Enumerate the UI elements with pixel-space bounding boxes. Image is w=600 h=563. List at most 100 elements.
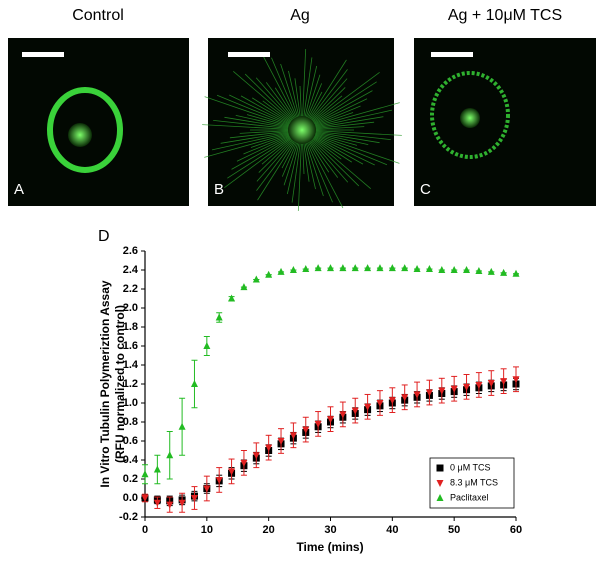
scale-bar	[228, 52, 270, 57]
y-axis-title: (RFU normalized to control)	[113, 305, 127, 463]
marker	[277, 438, 285, 445]
marker	[450, 385, 458, 393]
marker	[388, 264, 396, 272]
filament	[301, 102, 400, 131]
panel-letter: D	[98, 228, 110, 245]
legend-label: 8.3 μM TCS	[450, 477, 498, 487]
filament	[204, 129, 303, 158]
filament	[260, 51, 303, 131]
y-tick-label: 0.0	[123, 492, 138, 504]
marker	[314, 420, 322, 428]
marker	[302, 265, 310, 273]
scale-bar	[22, 52, 64, 57]
marker	[351, 264, 359, 272]
cell	[47, 87, 123, 173]
x-tick-label: 60	[510, 524, 522, 536]
marker	[153, 465, 161, 473]
marker	[215, 313, 223, 321]
filament	[204, 96, 303, 131]
marker	[190, 380, 198, 387]
marker	[413, 391, 421, 399]
legend-label: 0 μM TCS	[450, 462, 491, 472]
filament	[233, 70, 303, 131]
marker	[401, 264, 409, 272]
x-tick-label: 40	[386, 524, 398, 536]
filament	[224, 129, 303, 188]
marker	[339, 411, 347, 419]
marker	[364, 403, 372, 411]
micrograph-c: C	[414, 38, 596, 206]
filament	[301, 129, 371, 190]
marker	[463, 266, 471, 273]
marker	[166, 451, 174, 459]
marker	[289, 266, 297, 273]
marker	[438, 266, 446, 273]
marker	[141, 470, 149, 478]
marker	[252, 275, 260, 283]
y-tick-label: 1.2	[123, 378, 138, 390]
marker	[487, 380, 495, 388]
marker	[436, 494, 444, 501]
cell-center	[460, 108, 480, 128]
filament	[227, 129, 303, 179]
filament	[211, 129, 303, 151]
marker	[228, 294, 236, 302]
y-tick-label: 0.6	[123, 435, 138, 447]
marker	[314, 264, 322, 272]
marker	[178, 499, 186, 507]
x-axis-title: Time (mins)	[296, 540, 363, 554]
marker	[339, 264, 347, 272]
marker	[388, 397, 396, 405]
legend-label: Paclitaxel	[450, 492, 489, 502]
marker	[425, 265, 433, 273]
x-tick-label: 50	[448, 524, 460, 536]
marker	[265, 270, 273, 278]
scale-bar	[431, 52, 473, 57]
marker	[376, 264, 384, 272]
cell-center	[68, 123, 92, 147]
marker	[436, 464, 444, 472]
marker	[512, 376, 520, 384]
y-tick-label: 1.8	[123, 321, 138, 333]
micrograph-a: A	[8, 38, 189, 206]
marker	[141, 495, 149, 502]
y-tick-label: 2.4	[123, 264, 139, 276]
marker	[500, 268, 508, 276]
filament	[301, 129, 391, 141]
marker	[463, 383, 471, 391]
filament	[216, 94, 303, 131]
marker	[425, 389, 433, 397]
marker	[364, 264, 372, 272]
marker	[228, 468, 236, 476]
y-tick-label: 2.6	[123, 245, 138, 257]
x-tick-label: 10	[201, 524, 213, 536]
marker	[376, 400, 384, 407]
y-tick-label: 0.2	[123, 473, 138, 485]
marker	[500, 378, 508, 386]
marker	[450, 266, 458, 273]
x-tick-label: 20	[263, 524, 275, 536]
filament	[301, 129, 402, 136]
marker	[512, 269, 520, 277]
marker	[252, 452, 260, 460]
marker	[190, 495, 198, 502]
marker	[413, 265, 421, 273]
marker	[203, 342, 211, 349]
marker	[438, 387, 446, 395]
filament	[301, 129, 344, 209]
filament	[202, 124, 303, 131]
marker	[240, 459, 248, 467]
y-tick-label: 0.4	[123, 454, 139, 466]
cell	[430, 71, 510, 159]
panel-letter: B	[214, 181, 224, 198]
panel-title: Ag + 10μM TCS	[448, 7, 562, 24]
marker	[487, 267, 495, 275]
filament	[301, 109, 393, 131]
filament	[301, 129, 400, 164]
y-tick-label: 1.0	[123, 397, 138, 409]
marker	[265, 444, 273, 452]
x-tick-label: 30	[324, 524, 336, 536]
marker	[327, 416, 334, 424]
marker	[153, 499, 161, 507]
